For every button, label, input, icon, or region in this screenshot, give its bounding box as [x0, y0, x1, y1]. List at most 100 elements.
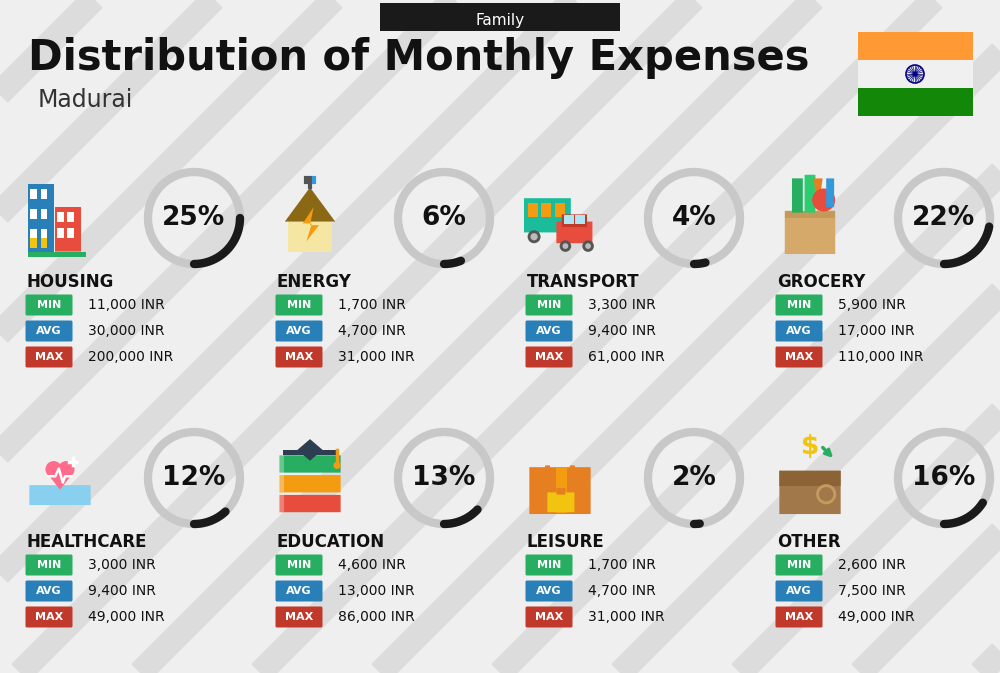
- FancyBboxPatch shape: [556, 221, 592, 243]
- FancyBboxPatch shape: [526, 347, 572, 367]
- Text: MAX: MAX: [535, 612, 563, 622]
- FancyBboxPatch shape: [785, 211, 835, 218]
- Text: 25%: 25%: [162, 205, 226, 231]
- FancyBboxPatch shape: [541, 203, 551, 217]
- FancyBboxPatch shape: [776, 347, 822, 367]
- Text: 31,000 INR: 31,000 INR: [588, 610, 665, 624]
- FancyBboxPatch shape: [26, 347, 72, 367]
- FancyBboxPatch shape: [556, 468, 567, 513]
- FancyBboxPatch shape: [785, 211, 835, 254]
- FancyBboxPatch shape: [858, 32, 973, 60]
- Text: MIN: MIN: [37, 300, 61, 310]
- FancyBboxPatch shape: [288, 221, 332, 252]
- Text: AVG: AVG: [786, 326, 812, 336]
- FancyBboxPatch shape: [55, 207, 81, 252]
- Text: 31,000 INR: 31,000 INR: [338, 350, 415, 364]
- Polygon shape: [814, 178, 823, 213]
- FancyBboxPatch shape: [776, 581, 822, 602]
- FancyBboxPatch shape: [858, 88, 973, 116]
- Text: 16%: 16%: [912, 465, 976, 491]
- FancyBboxPatch shape: [529, 467, 591, 514]
- Text: 1,700 INR: 1,700 INR: [588, 558, 656, 572]
- Text: MAX: MAX: [35, 352, 63, 362]
- Circle shape: [582, 240, 594, 252]
- FancyBboxPatch shape: [26, 295, 72, 316]
- Text: HEALTHCARE: HEALTHCARE: [27, 533, 148, 551]
- FancyBboxPatch shape: [28, 252, 86, 257]
- Text: MIN: MIN: [787, 560, 811, 570]
- Text: 9,400 INR: 9,400 INR: [88, 584, 156, 598]
- FancyBboxPatch shape: [67, 211, 74, 221]
- Text: 49,000 INR: 49,000 INR: [838, 610, 915, 624]
- Text: 13%: 13%: [412, 465, 476, 491]
- FancyBboxPatch shape: [776, 555, 822, 575]
- Text: Madurai: Madurai: [38, 88, 133, 112]
- FancyBboxPatch shape: [57, 211, 64, 221]
- Text: 11,000 INR: 11,000 INR: [88, 298, 165, 312]
- FancyBboxPatch shape: [30, 229, 37, 239]
- FancyBboxPatch shape: [524, 198, 571, 232]
- FancyBboxPatch shape: [526, 320, 572, 341]
- FancyBboxPatch shape: [526, 606, 572, 627]
- Text: MIN: MIN: [537, 300, 561, 310]
- Circle shape: [528, 230, 541, 243]
- Text: 4%: 4%: [672, 205, 716, 231]
- FancyBboxPatch shape: [276, 347, 322, 367]
- FancyBboxPatch shape: [776, 320, 822, 341]
- FancyBboxPatch shape: [30, 189, 37, 199]
- FancyBboxPatch shape: [556, 488, 565, 495]
- Text: MAX: MAX: [785, 612, 813, 622]
- Text: MIN: MIN: [37, 560, 61, 570]
- Circle shape: [58, 461, 75, 477]
- FancyBboxPatch shape: [55, 251, 81, 256]
- Polygon shape: [283, 450, 337, 454]
- Text: 49,000 INR: 49,000 INR: [88, 610, 165, 624]
- Text: LEISURE: LEISURE: [527, 533, 605, 551]
- Polygon shape: [297, 439, 323, 461]
- Text: MAX: MAX: [535, 352, 563, 362]
- Text: MIN: MIN: [287, 300, 311, 310]
- Text: AVG: AVG: [286, 326, 312, 336]
- Text: OTHER: OTHER: [777, 533, 841, 551]
- Circle shape: [816, 484, 836, 504]
- FancyBboxPatch shape: [276, 295, 322, 316]
- FancyBboxPatch shape: [779, 470, 841, 514]
- FancyBboxPatch shape: [279, 475, 284, 493]
- Text: MIN: MIN: [537, 560, 561, 570]
- FancyBboxPatch shape: [26, 320, 72, 341]
- Text: 1,700 INR: 1,700 INR: [338, 298, 406, 312]
- FancyBboxPatch shape: [276, 555, 322, 575]
- Text: MIN: MIN: [287, 560, 311, 570]
- Text: AVG: AVG: [536, 586, 562, 596]
- Text: 5,900 INR: 5,900 INR: [838, 298, 906, 312]
- Polygon shape: [285, 187, 335, 221]
- Text: MIN: MIN: [787, 300, 811, 310]
- Text: 7,500 INR: 7,500 INR: [838, 584, 906, 598]
- FancyBboxPatch shape: [279, 456, 284, 472]
- Text: TRANSPORT: TRANSPORT: [527, 273, 640, 291]
- FancyBboxPatch shape: [57, 227, 64, 238]
- Circle shape: [585, 243, 591, 249]
- Text: 3,000 INR: 3,000 INR: [88, 558, 156, 572]
- Polygon shape: [303, 207, 319, 242]
- Text: ENERGY: ENERGY: [277, 273, 352, 291]
- FancyBboxPatch shape: [30, 238, 37, 248]
- FancyBboxPatch shape: [779, 470, 841, 486]
- Circle shape: [45, 461, 62, 477]
- Text: 2%: 2%: [672, 465, 716, 491]
- Text: GROCERY: GROCERY: [777, 273, 865, 291]
- FancyBboxPatch shape: [279, 475, 341, 493]
- Text: 17,000 INR: 17,000 INR: [838, 324, 915, 338]
- FancyBboxPatch shape: [555, 203, 565, 217]
- Text: MAX: MAX: [285, 352, 313, 362]
- FancyBboxPatch shape: [276, 606, 322, 627]
- Circle shape: [914, 73, 916, 75]
- FancyBboxPatch shape: [41, 209, 47, 219]
- Circle shape: [563, 243, 568, 249]
- Text: 4,600 INR: 4,600 INR: [338, 558, 406, 572]
- Polygon shape: [46, 472, 74, 490]
- FancyBboxPatch shape: [29, 485, 91, 505]
- FancyBboxPatch shape: [30, 209, 37, 219]
- FancyBboxPatch shape: [776, 606, 822, 627]
- FancyBboxPatch shape: [858, 60, 973, 88]
